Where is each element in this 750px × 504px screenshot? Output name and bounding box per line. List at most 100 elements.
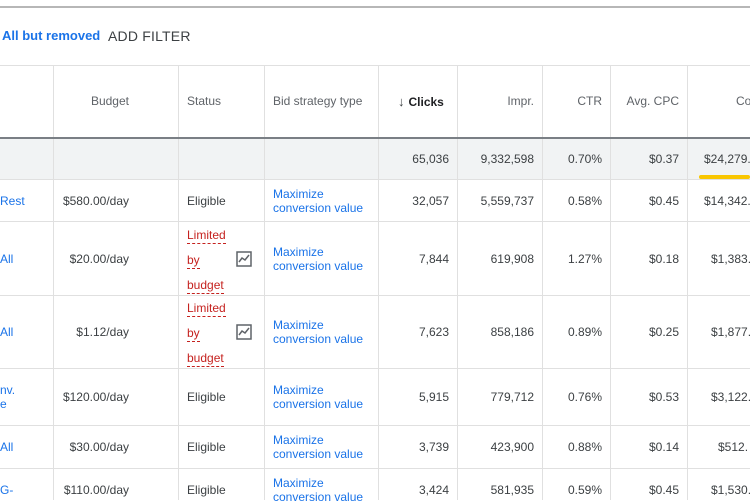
row-divider (0, 221, 750, 222)
row-cost: $1,383. (711, 252, 750, 266)
column-header-status[interactable]: Status (187, 94, 222, 108)
filter-chip-all-but-removed[interactable]: All but removed (2, 28, 101, 43)
add-filter-button[interactable]: ADD FILTER (108, 28, 191, 44)
bid-strategy-line: Maximize (273, 187, 324, 201)
bid-strategy-line: conversion value (273, 259, 364, 273)
column-header-cost[interactable]: Co (736, 94, 750, 108)
arrow-down-icon: ↓ (398, 94, 405, 109)
row-ctr: 0.89% (567, 325, 602, 339)
bid-strategy-link[interactable]: Maximize conversion value (273, 318, 363, 346)
row-avg-cpc: $0.18 (648, 252, 679, 266)
column-header-clicks-label: Clicks (408, 95, 444, 109)
filter-bar: All but removed ADD FILTER (0, 8, 750, 65)
top-divider (0, 6, 750, 8)
campaign-name-link[interactable]: Rest (0, 194, 25, 208)
bid-strategy-line: Maximize (273, 433, 324, 447)
column-header-budget[interactable]: Budget (90, 94, 129, 108)
row-divider (0, 295, 750, 296)
bid-strategy-link[interactable]: Maximize conversion value (273, 433, 363, 461)
row-budget[interactable]: $580.00/day (62, 194, 129, 208)
row-status: Eligible (187, 483, 226, 497)
row-avg-cpc: $0.45 (648, 194, 679, 208)
row-cost: $1,877. (711, 325, 750, 339)
bid-strategy-link[interactable]: Maximize conversion value (273, 383, 363, 411)
column-divider (610, 65, 611, 500)
column-divider (178, 65, 179, 500)
status-line: budget (187, 278, 224, 294)
row-clicks: 3,739 (418, 440, 449, 454)
row-impr: 581,935 (490, 483, 534, 497)
row-avg-cpc: $0.45 (648, 483, 679, 497)
status-line: Limited (187, 301, 226, 317)
row-clicks: 7,844 (418, 252, 449, 266)
column-divider (378, 65, 379, 500)
row-ctr: 0.76% (567, 390, 602, 404)
row-clicks: 3,424 (418, 483, 449, 497)
row-impr: 858,186 (490, 325, 534, 339)
status-line: budget (187, 351, 224, 367)
bid-strategy-line: Maximize (273, 476, 324, 490)
row-budget[interactable]: $30.00/day (69, 440, 129, 454)
column-header-avg-cpc[interactable]: Avg. CPC (626, 94, 679, 108)
row-clicks: 7,623 (418, 325, 449, 339)
row-clicks: 5,915 (418, 390, 449, 404)
row-budget[interactable]: $120.00/day (62, 390, 129, 404)
column-divider (687, 65, 688, 500)
campaign-name-link[interactable]: All (0, 440, 14, 454)
header-top-border (0, 65, 750, 66)
row-status: Eligible (187, 440, 226, 454)
row-cost: $3,122. (711, 390, 750, 404)
bid-strategy-line: Maximize (273, 318, 324, 332)
status-line: by (187, 326, 200, 342)
bid-strategy-line: conversion value (273, 490, 364, 504)
row-status: Eligible (187, 390, 226, 404)
row-divider (0, 425, 750, 426)
campaign-name-line: nv. (0, 383, 16, 397)
status-line: by (187, 253, 200, 269)
column-divider (264, 65, 265, 500)
row-avg-cpc: $0.14 (648, 440, 679, 454)
campaign-name-link[interactable]: All (0, 325, 14, 339)
bid-strategy-line: Maximize (273, 245, 324, 259)
row-avg-cpc: $0.53 (648, 390, 679, 404)
trend-chart-icon[interactable] (236, 324, 252, 340)
bid-strategy-link[interactable]: Maximize conversion value (273, 245, 363, 273)
total-ctr: 0.70% (567, 152, 602, 166)
status-line: Limited (187, 228, 226, 244)
bid-strategy-line: conversion value (273, 201, 364, 215)
column-divider (53, 65, 54, 500)
row-clicks: 32,057 (412, 194, 449, 208)
bid-strategy-line: conversion value (273, 397, 364, 411)
status-limited-by-budget[interactable]: Limited by budget (187, 300, 226, 375)
status-limited-by-budget[interactable]: Limited by budget (187, 227, 226, 302)
column-header-ctr[interactable]: CTR (577, 94, 602, 108)
column-divider (542, 65, 543, 500)
campaign-name-link[interactable]: All (0, 252, 14, 266)
row-status: Eligible (187, 194, 226, 208)
row-divider (0, 368, 750, 369)
campaign-name-link[interactable]: G- (0, 483, 14, 497)
highlight-marker (699, 175, 750, 179)
campaign-name-link[interactable]: nv. e (0, 383, 15, 411)
total-cost: $24,279. (704, 152, 750, 166)
row-cost: $14,342. (704, 194, 750, 208)
row-budget[interactable]: $110.00/day (63, 483, 129, 497)
row-impr: 5,559,737 (480, 194, 534, 208)
campaign-name-line: e (0, 397, 7, 411)
row-ctr: 0.88% (567, 440, 602, 454)
row-budget[interactable]: $20.00/day (69, 252, 129, 266)
bid-strategy-link[interactable]: Maximize conversion value (273, 187, 363, 215)
row-ctr: 0.59% (567, 483, 602, 497)
row-impr: 779,712 (490, 390, 534, 404)
column-header-bid-strategy[interactable]: Bid strategy type (273, 94, 363, 108)
bid-strategy-line: Maximize (273, 383, 324, 397)
column-header-impr[interactable]: Impr. (507, 94, 534, 108)
row-cost: $512. (718, 440, 749, 454)
total-row (0, 139, 750, 179)
column-header-clicks[interactable]: ↓ Clicks (398, 94, 444, 109)
bid-strategy-line: conversion value (273, 447, 364, 461)
trend-chart-icon[interactable] (236, 251, 252, 267)
row-ctr: 1.27% (567, 252, 602, 266)
row-impr: 423,900 (490, 440, 534, 454)
row-budget[interactable]: $1.12/day (76, 325, 129, 339)
